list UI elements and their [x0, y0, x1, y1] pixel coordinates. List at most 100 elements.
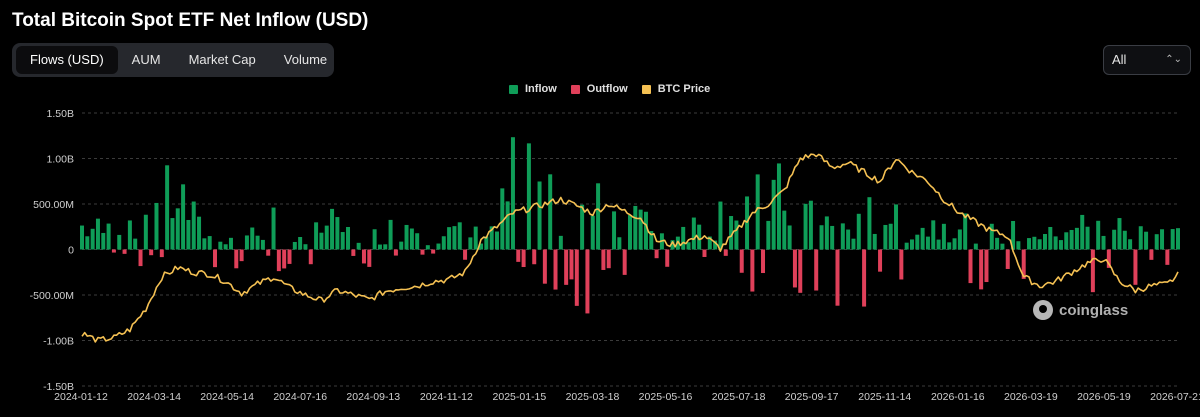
inflow-bar — [218, 241, 223, 250]
inflow-bar — [1064, 232, 1069, 250]
inflow-bar — [883, 224, 888, 250]
inflow-bar — [925, 236, 930, 250]
outflow-bar — [239, 249, 244, 262]
outflow-bar — [750, 249, 755, 292]
inflow-bar — [223, 244, 228, 250]
inflow-bar — [207, 236, 212, 250]
inflow-bar — [915, 234, 920, 250]
inflow-bar — [154, 202, 159, 250]
outflow-bar — [532, 249, 537, 265]
inflow-bar — [85, 236, 90, 250]
tab-flows[interactable]: Flows (USD) — [16, 46, 118, 74]
outflow-bar — [420, 249, 425, 255]
y-tick-label: 500.00M — [33, 199, 74, 211]
inflow-bar — [734, 220, 739, 250]
legend-label-outflow: Outflow — [586, 83, 628, 95]
inflow-bar — [1042, 234, 1047, 250]
inflow-bar — [1144, 231, 1149, 250]
inflow-bar — [819, 225, 824, 250]
outflow-bar — [234, 249, 239, 269]
inflow-bar — [787, 225, 792, 250]
inflow-bar — [904, 242, 909, 250]
inflow-bar — [457, 222, 462, 250]
inflow-bar — [872, 233, 877, 250]
inflow-bar — [643, 211, 648, 250]
outflow-bar — [601, 249, 606, 270]
outflow-bar — [287, 249, 292, 264]
inflow-swatch — [509, 84, 518, 94]
outflow-bar — [984, 249, 989, 283]
tab-volume[interactable]: Volume — [283, 52, 328, 67]
legend-item-btc-price[interactable]: BTC Price — [641, 83, 711, 95]
inflow-bar — [170, 218, 175, 250]
chart-title: Total Bitcoin Spot ETF Net Inflow (USD) — [12, 10, 369, 31]
outflow-bar — [276, 249, 281, 272]
inflow-bar — [952, 238, 957, 250]
x-tick-label: 2024-09-13 — [346, 391, 400, 403]
inflow-bar — [228, 237, 233, 250]
inflow-bar — [143, 214, 148, 250]
inflow-bar — [947, 242, 952, 250]
tab-aum[interactable]: AUM — [131, 52, 161, 67]
outflow-bar — [1005, 249, 1010, 269]
outflow-bar — [723, 249, 728, 256]
legend-item-outflow[interactable]: Outflow — [570, 83, 628, 95]
chevron-updown-icon: ⌃⌄ — [1165, 54, 1182, 65]
outflow-bar — [553, 249, 558, 290]
outflow-bar — [521, 249, 526, 268]
inflow-bar — [697, 224, 702, 250]
outflow-bar — [739, 249, 744, 273]
inflow-bar — [468, 237, 473, 250]
inflow-bar — [500, 188, 505, 250]
outflow-bar — [968, 249, 973, 284]
inflow-bar — [292, 241, 297, 250]
watermark-text: coinglass — [1059, 301, 1129, 319]
outflow-bar — [878, 249, 883, 272]
y-tick-label: -500.00M — [30, 290, 74, 302]
outflow-bar — [463, 249, 468, 260]
inflow-bar — [1080, 214, 1085, 250]
inflow-bar — [101, 232, 106, 250]
inflow-bar — [409, 228, 414, 250]
inflow-bar — [186, 219, 191, 250]
inflow-bar — [90, 228, 95, 250]
legend-item-inflow[interactable]: Inflow — [509, 83, 557, 95]
chart-legend: Inflow Outflow BTC Price — [509, 82, 724, 96]
inflow-bar — [324, 225, 329, 250]
outflow-bar — [564, 249, 569, 285]
inflow-bar — [691, 217, 696, 250]
inflow-bar — [1085, 226, 1090, 250]
inflow-bar — [197, 216, 202, 250]
outflow-bar — [367, 249, 372, 267]
inflow-bar — [526, 143, 531, 250]
inflow-bar — [388, 219, 393, 250]
inflow-bar — [596, 183, 601, 250]
outflow-bar — [569, 249, 574, 280]
inflow-bar — [840, 223, 845, 250]
x-tick-label: 2024-11-12 — [420, 391, 473, 403]
inflow-bar — [920, 227, 925, 250]
inflow-bar — [1011, 220, 1016, 250]
outflow-bar — [622, 249, 627, 275]
inflow-bar — [191, 201, 196, 250]
tab-market-cap[interactable]: Market Cap — [188, 52, 256, 67]
legend-label-btc-price: BTC Price — [657, 83, 711, 95]
outflow-bar — [606, 249, 611, 269]
inflow-bar — [399, 241, 404, 250]
outflow-bar — [814, 249, 819, 291]
inflow-bar — [713, 240, 718, 250]
outflow-bar — [308, 249, 313, 265]
outflow-bar — [1149, 249, 1154, 260]
inflow-bar — [776, 163, 781, 250]
y-tick-label: 0 — [68, 245, 74, 257]
range-select[interactable]: All ⌃⌄ — [1103, 45, 1191, 75]
inflow-bar — [1122, 230, 1127, 250]
inflow-bar — [1032, 236, 1037, 250]
metric-tabs: Flows (USD) AUM Market Cap Volume — [12, 43, 334, 77]
inflow-bar — [330, 208, 335, 250]
inflow-bar — [936, 239, 941, 250]
outflow-bar — [542, 249, 547, 284]
inflow-bar — [356, 242, 361, 250]
legend-label-inflow: Inflow — [525, 83, 557, 95]
